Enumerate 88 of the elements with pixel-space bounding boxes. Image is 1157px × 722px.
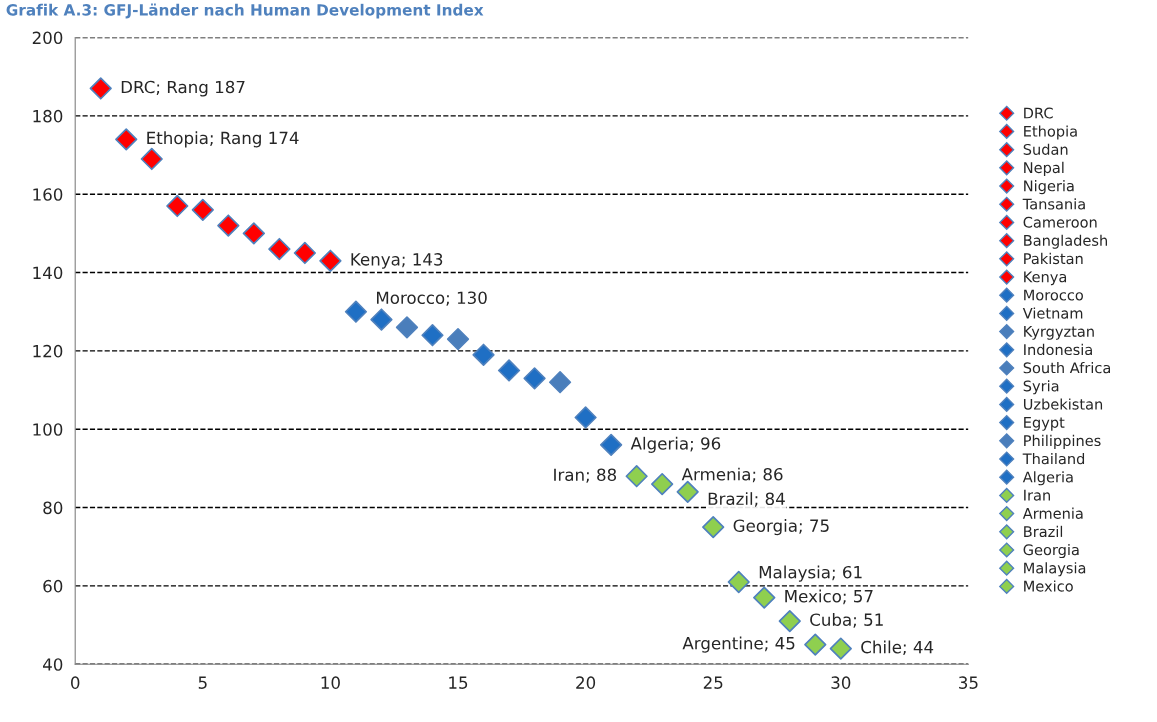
x-tick-label: 25 [703, 676, 723, 689]
x-tick-label: 0 [71, 676, 80, 689]
point [344, 300, 368, 323]
y-tick-label: 120 [33, 344, 63, 358]
x-tick-label: 10 [321, 676, 340, 689]
y-tick-label: 200 [32, 31, 63, 45]
legend-label: Egypt [1024, 417, 1065, 431]
annotation: Malaysia; 61 [759, 565, 862, 582]
y-tick-label: 80 [43, 501, 63, 515]
annotation: Morocco; 130 [377, 291, 487, 306]
x-tick-label: 35 [959, 676, 978, 689]
annotation: Mexico; 57 [785, 589, 873, 605]
point [599, 433, 623, 457]
legend-label: Syria [1023, 380, 1059, 395]
legend-label: Mexico [1024, 580, 1073, 592]
point [574, 406, 597, 429]
point [268, 237, 291, 261]
legend-label: Philippines [1024, 434, 1101, 449]
point [421, 324, 444, 347]
point [651, 472, 674, 496]
x-tick-label: 15 [449, 676, 468, 689]
legend-label: Armenia [1022, 507, 1083, 519]
point [319, 249, 342, 272]
legend-label: Uzbekistan [1024, 398, 1103, 410]
point [446, 328, 470, 351]
point [497, 359, 521, 382]
point [472, 343, 495, 366]
y-tick-label: 180 [33, 109, 63, 123]
y-tick-label: 140 [33, 266, 63, 280]
legend-label: Ethopia [1024, 125, 1077, 140]
point [89, 77, 112, 100]
point [293, 241, 317, 265]
annotation: Cuba; 51 [810, 613, 883, 628]
legend-label: Cameroon [1023, 216, 1097, 228]
legend-label: Tansania [1022, 198, 1085, 210]
y-tick-label: 60 [43, 579, 63, 593]
point [548, 371, 572, 394]
point [370, 308, 393, 331]
annotation: Argentine; 45 [682, 636, 795, 653]
legend-label: Brazil [1024, 525, 1063, 538]
legend-label: Algeria [1022, 471, 1073, 486]
legend-label: Kenya [1024, 271, 1067, 286]
point [217, 214, 240, 237]
legend-label: Nigeria [1024, 180, 1074, 195]
legend-label: Pakistan [1024, 252, 1083, 265]
point [702, 516, 725, 539]
point [166, 194, 189, 218]
annotation: Ethopia; Rang 174 [147, 131, 299, 148]
point [395, 316, 419, 339]
point [778, 610, 801, 633]
chart-title: Grafik A.3: GFJ-Länder nach Human Development Index [6, 3, 484, 19]
point [829, 637, 852, 660]
point [242, 222, 265, 245]
legend-label: DRC [1024, 107, 1053, 119]
y-tick-label: 100 [33, 423, 63, 436]
annotation: Kenya; 143 [351, 253, 443, 269]
point [625, 465, 648, 488]
legend-label: Sudan [1023, 143, 1068, 155]
point [727, 570, 750, 594]
annotation: Georgia; 75 [733, 519, 829, 536]
legend-label: Iran [1024, 489, 1050, 501]
legend-label: Vietnam [1022, 307, 1083, 319]
point [140, 147, 163, 171]
x-tick-label: 30 [831, 676, 851, 689]
legend-label: Georgia [1023, 544, 1079, 559]
annotation: Chile; 44 [861, 640, 934, 656]
legend-label: Indonesia [1024, 343, 1092, 356]
legend-label: Bangladesh [1024, 234, 1107, 249]
y-tick-label: 160 [33, 188, 63, 201]
legend-label: South Africa [1023, 362, 1111, 374]
x-tick-label: 5 [198, 676, 207, 689]
x-tick-label: 20 [576, 676, 596, 689]
legend-label: Morocco [1024, 289, 1083, 301]
legend-label: Kyrgyztan [1024, 326, 1094, 340]
annotation: Armenia; 86 [681, 467, 783, 483]
legend-label: Nepal [1024, 161, 1064, 176]
annotation: Iran; 88 [554, 468, 617, 483]
point [804, 633, 827, 656]
point [115, 128, 138, 151]
annotation: Algeria; 96 [630, 436, 721, 453]
y-tick-label: 40 [43, 658, 63, 671]
point [191, 198, 214, 222]
point [523, 367, 546, 390]
annotation: DRC; Rang 187 [121, 80, 245, 97]
point [753, 586, 776, 609]
annotation: Brazil; 84 [708, 492, 785, 507]
legend-label: Malaysia [1024, 562, 1086, 577]
legend-label: Thailand [1022, 453, 1085, 465]
